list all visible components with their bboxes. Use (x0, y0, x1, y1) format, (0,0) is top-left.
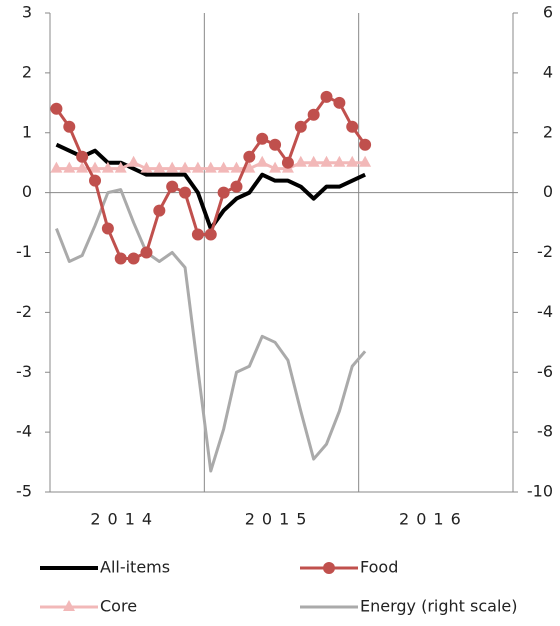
point (230, 161, 243, 173)
point (179, 186, 192, 199)
point (294, 155, 307, 167)
point (153, 204, 166, 217)
point (191, 161, 204, 173)
y-tick-label: -1 (16, 242, 32, 261)
point (179, 161, 192, 173)
x-tick-label: 2014 (90, 510, 159, 529)
point (50, 102, 63, 115)
point (50, 161, 63, 173)
y-tick-label: -3 (16, 362, 32, 381)
point (63, 120, 76, 133)
point (346, 120, 359, 133)
point (166, 161, 179, 173)
legend-label: Food (360, 558, 398, 577)
y-tick-label: -4 (16, 422, 32, 441)
point (217, 161, 230, 173)
point (256, 155, 269, 167)
point (204, 228, 217, 241)
point (153, 161, 166, 173)
point (333, 96, 346, 109)
legend-marker (323, 562, 335, 574)
point (140, 246, 153, 259)
point (89, 174, 102, 187)
point (320, 155, 333, 167)
point (127, 252, 140, 265)
point (166, 180, 179, 193)
point (281, 156, 294, 169)
point (243, 161, 256, 173)
y-tick-label: 1 (22, 122, 32, 141)
point (333, 155, 346, 167)
point (191, 228, 204, 241)
point (359, 155, 372, 167)
y2-tick-label: -8 (537, 422, 553, 441)
point (294, 120, 307, 133)
y2-tick-label: 6 (543, 3, 553, 22)
y2-tick-label: 2 (543, 122, 553, 141)
legend-marker (63, 600, 75, 611)
point (256, 132, 269, 145)
y-tick-label: -5 (16, 482, 32, 501)
legend-label: Energy (right scale) (360, 597, 518, 616)
point (217, 186, 230, 199)
point (359, 138, 372, 151)
y2-tick-label: 0 (543, 182, 553, 201)
x-tick-label: 2016 (399, 510, 468, 529)
point (63, 161, 76, 173)
point (114, 252, 127, 265)
y2-tick-label: -4 (537, 302, 553, 321)
x-tick-label: 2015 (245, 510, 314, 529)
y-tick-label: 3 (22, 3, 32, 22)
point (307, 155, 320, 167)
point (76, 161, 89, 173)
point (114, 161, 127, 173)
point (320, 90, 333, 103)
y-tick-label: 0 (22, 182, 32, 201)
legend-label: All-items (100, 558, 170, 577)
point (230, 180, 243, 193)
y2-tick-label: 4 (543, 62, 553, 81)
y-tick-label: 2 (22, 62, 32, 81)
point (346, 155, 359, 167)
y2-tick-label: -10 (527, 482, 553, 501)
series-line (55, 142, 366, 231)
point (140, 161, 153, 173)
point (243, 150, 256, 163)
series-line (55, 188, 367, 473)
point (89, 161, 102, 173)
point (204, 161, 217, 173)
y2-tick-label: -2 (537, 242, 553, 261)
y2-tick-label: -6 (537, 362, 553, 381)
y-tick-label: -2 (16, 302, 32, 321)
point (101, 222, 114, 235)
legend-label: Core (100, 597, 137, 616)
point (76, 150, 89, 163)
point (101, 161, 114, 173)
point (269, 138, 282, 151)
point (307, 108, 320, 121)
point (127, 155, 140, 167)
point (269, 161, 282, 173)
